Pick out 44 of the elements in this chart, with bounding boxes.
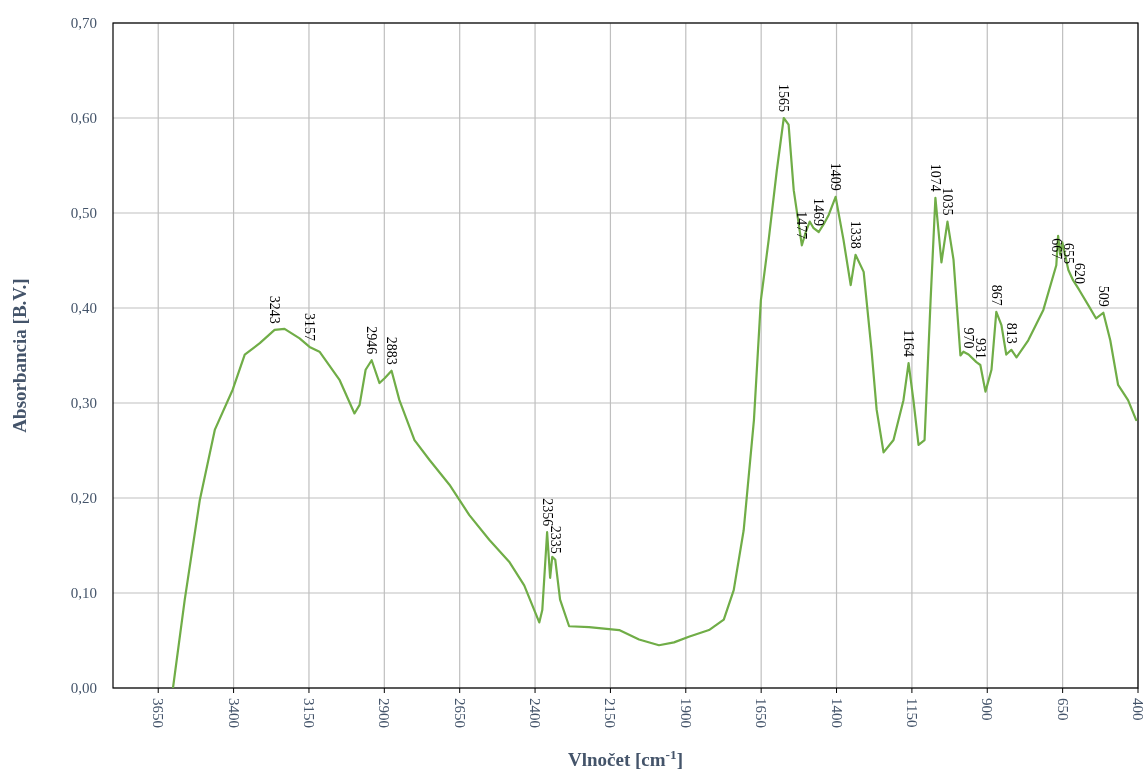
x-tick-label: 2650	[451, 698, 468, 728]
x-tick-label: 650	[1054, 698, 1071, 721]
x-tick-label: 1400	[828, 698, 845, 728]
annotation: 667	[1048, 238, 1064, 260]
x-tick-label: 2400	[527, 698, 544, 728]
annotation: 1565	[776, 84, 792, 112]
y-axis-title: Absorbancia [B.V.]	[9, 278, 30, 433]
annotation: 2946	[364, 326, 380, 355]
annotation: 1074	[927, 163, 943, 192]
y-tick-label: 0,20	[70, 490, 97, 506]
x-tick-label: 2900	[376, 698, 393, 728]
x-tick-label: 2150	[602, 698, 619, 728]
annotation: 3157	[302, 312, 318, 341]
x-tick-label: 400	[1130, 698, 1146, 721]
y-tick-label: 0,00	[70, 680, 97, 696]
x-tick-label: 1900	[677, 698, 694, 728]
annotation: 620	[1071, 262, 1087, 284]
annotation: 1338	[848, 220, 864, 249]
x-tick-label: 1150	[903, 698, 920, 728]
annotation: 867	[988, 284, 1004, 306]
y-tick-label: 0,10	[70, 585, 97, 601]
x-tick-label: 3150	[300, 698, 317, 728]
y-tick-label: 0,70	[70, 15, 97, 31]
annotation: 1409	[828, 162, 844, 191]
annotation: 813	[1003, 322, 1019, 344]
annotation: 509	[1095, 285, 1111, 307]
y-tick-label: 0,30	[70, 395, 97, 411]
y-tick-label: 0,50	[70, 205, 97, 221]
annotation: 2356	[539, 498, 555, 527]
x-tick-label: 1650	[753, 698, 770, 728]
y-tick-label: 0,40	[70, 300, 97, 316]
annotation: 1469	[811, 198, 827, 226]
annotation: 1477	[794, 211, 810, 240]
annotation: 970	[961, 327, 977, 349]
x-axis-title: Vlnočet [cm$^{-1}$]	[567, 746, 684, 770]
y-tick-label: 0,60	[70, 110, 97, 126]
x-tick-label: 3650	[150, 698, 167, 728]
x-tick-label: 3400	[225, 698, 242, 728]
annotation: 3243	[267, 295, 283, 324]
x-tick-label: 900	[979, 698, 996, 721]
line-series	[171, 116, 1138, 688]
annotation: 2883	[384, 336, 400, 365]
annotation: 2335	[547, 525, 563, 554]
annotation: 1164	[901, 329, 917, 358]
